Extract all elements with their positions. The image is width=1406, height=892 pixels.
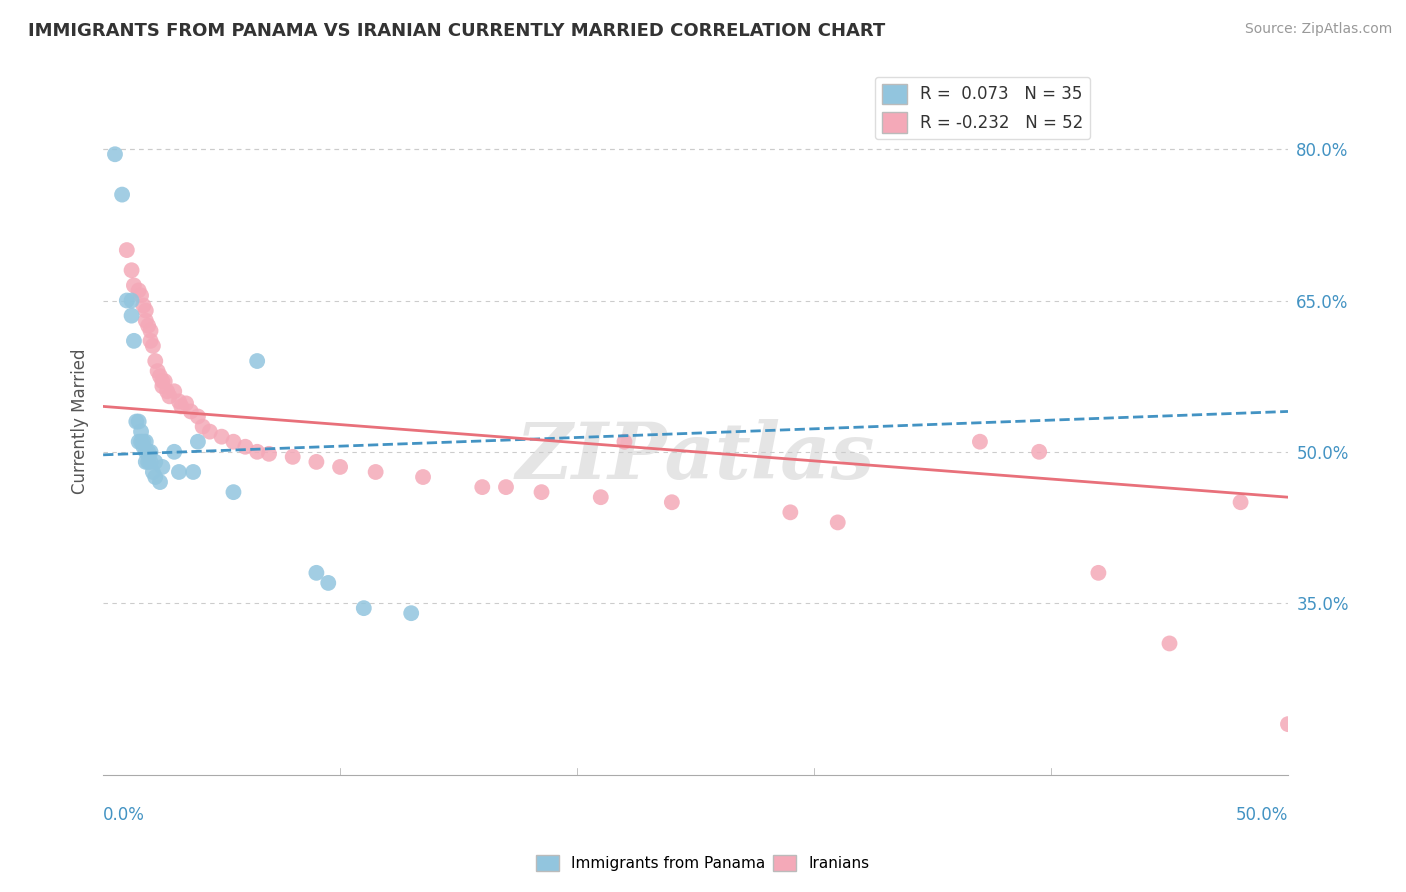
Point [125, 415, 148, 429]
Point [136, 445, 159, 459]
Text: 0.0%: 0.0% [103, 806, 145, 824]
Point [115, 243, 138, 257]
Point [167, 394, 190, 409]
Point [1277, 717, 1299, 731]
Point [132, 440, 155, 454]
Point [156, 384, 179, 399]
Point [149, 475, 172, 489]
Point [233, 440, 256, 454]
Point [143, 455, 166, 469]
Point [139, 445, 162, 459]
Point [132, 299, 155, 313]
Point [136, 455, 159, 469]
Point [246, 354, 269, 368]
Point [613, 434, 636, 449]
Point [1087, 566, 1109, 580]
Point [143, 470, 166, 484]
Point [495, 480, 517, 494]
Point [1028, 445, 1050, 459]
Point [146, 364, 169, 378]
Point [122, 334, 145, 348]
Point [135, 303, 157, 318]
Point [281, 450, 304, 464]
Point [149, 369, 172, 384]
Y-axis label: Currently Married: Currently Married [72, 349, 89, 494]
Text: Source: ZipAtlas.com: Source: ZipAtlas.com [1244, 22, 1392, 37]
Point [121, 263, 143, 277]
Point [153, 374, 176, 388]
Point [222, 485, 245, 500]
Point [222, 434, 245, 449]
Point [305, 566, 328, 580]
Point [180, 404, 202, 418]
Point [143, 354, 166, 368]
Point [329, 459, 352, 474]
Point [181, 465, 204, 479]
Point [174, 396, 197, 410]
Point [167, 465, 190, 479]
Point [129, 434, 152, 449]
Point [135, 314, 157, 328]
Point [589, 490, 612, 504]
Point [779, 505, 801, 519]
Point [135, 445, 157, 459]
Point [121, 309, 143, 323]
Point [128, 284, 150, 298]
Point [128, 415, 150, 429]
Point [150, 459, 173, 474]
Point [412, 470, 434, 484]
Point [159, 389, 181, 403]
Point [129, 288, 152, 302]
Point [198, 425, 221, 439]
Point [170, 400, 193, 414]
Point [163, 384, 186, 399]
Point [399, 606, 422, 620]
Legend: R =  0.073   N = 35, R = -0.232   N = 52: R = 0.073 N = 35, R = -0.232 N = 52 [875, 77, 1090, 139]
Text: ZIPatlas: ZIPatlas [516, 418, 876, 495]
Point [1159, 636, 1181, 650]
Point [246, 445, 269, 459]
Point [187, 434, 209, 449]
Point [122, 278, 145, 293]
Point [211, 430, 233, 444]
Point [111, 187, 134, 202]
Point [135, 434, 157, 449]
Point [969, 434, 991, 449]
Point [128, 434, 150, 449]
Point [121, 293, 143, 308]
Point [163, 445, 186, 459]
Point [316, 576, 339, 591]
Point [132, 434, 155, 449]
Point [150, 374, 173, 388]
Point [142, 465, 165, 479]
Point [530, 485, 553, 500]
Point [257, 447, 280, 461]
Point [305, 455, 328, 469]
Legend: Immigrants from Panama, Iranians: Immigrants from Panama, Iranians [530, 849, 876, 877]
Point [135, 455, 157, 469]
Point [187, 409, 209, 424]
Point [353, 601, 375, 615]
Point [129, 425, 152, 439]
Point [139, 334, 162, 348]
Point [150, 379, 173, 393]
Point [191, 419, 214, 434]
Point [471, 480, 494, 494]
Point [661, 495, 683, 509]
Point [364, 465, 387, 479]
Point [1229, 495, 1251, 509]
Text: IMMIGRANTS FROM PANAMA VS IRANIAN CURRENTLY MARRIED CORRELATION CHART: IMMIGRANTS FROM PANAMA VS IRANIAN CURREN… [28, 22, 886, 40]
Point [104, 147, 127, 161]
Point [139, 455, 162, 469]
Text: 50.0%: 50.0% [1236, 806, 1288, 824]
Point [139, 324, 162, 338]
Point [115, 293, 138, 308]
Point [827, 516, 849, 530]
Point [136, 318, 159, 333]
Point [142, 339, 165, 353]
